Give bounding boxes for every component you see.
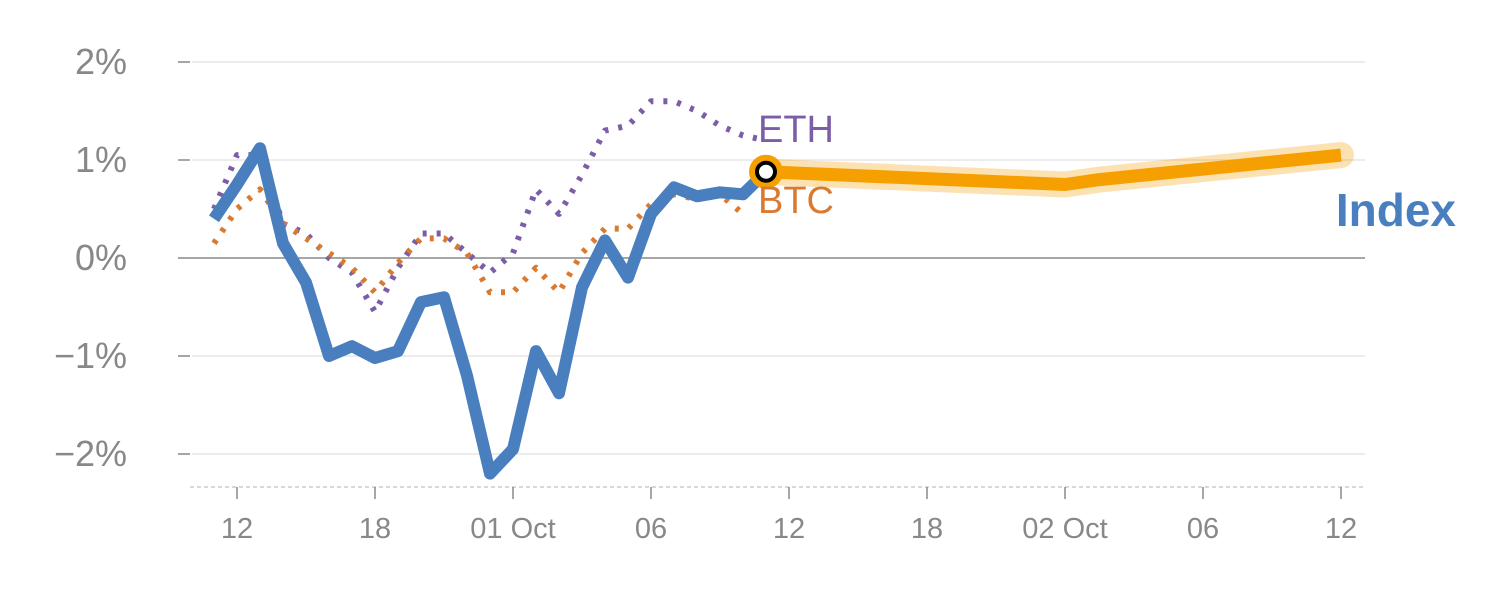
x-tick-label: 01 Oct — [470, 513, 555, 545]
series-layer — [209, 98, 1354, 480]
x-tick-label: 18 — [359, 513, 391, 545]
eth-label: ETH — [758, 109, 834, 151]
x-tick-label: 06 — [635, 513, 667, 545]
x-tick-label: 18 — [911, 513, 943, 545]
current-point-marker-inner — [755, 160, 777, 183]
y-tick-label: 2% — [75, 41, 127, 82]
index-line — [209, 142, 771, 480]
axis-layer: 2% 1% 0% −1% −2% 12 18 01 Oct 06 12 18 02 Oct 06 12 — [54, 41, 1357, 545]
y-tick-label: 0% — [75, 237, 127, 278]
index-label: Index — [1336, 184, 1457, 236]
eth-line — [211, 98, 767, 315]
index-forecast-line — [765, 148, 1342, 191]
x-tick-label: 06 — [1187, 513, 1219, 545]
label-layer: ETH BTC Index — [758, 109, 1456, 236]
btc-label: BTC — [758, 180, 834, 222]
x-tick-label: 02 Oct — [1022, 513, 1107, 545]
y-tick-label: 1% — [75, 139, 127, 180]
y-tick-label: −2% — [54, 433, 127, 474]
x-tick-label: 12 — [1325, 513, 1357, 545]
x-tick-label: 12 — [221, 513, 253, 545]
x-tick-label: 12 — [773, 513, 805, 545]
y-tick-label: −1% — [54, 335, 127, 376]
